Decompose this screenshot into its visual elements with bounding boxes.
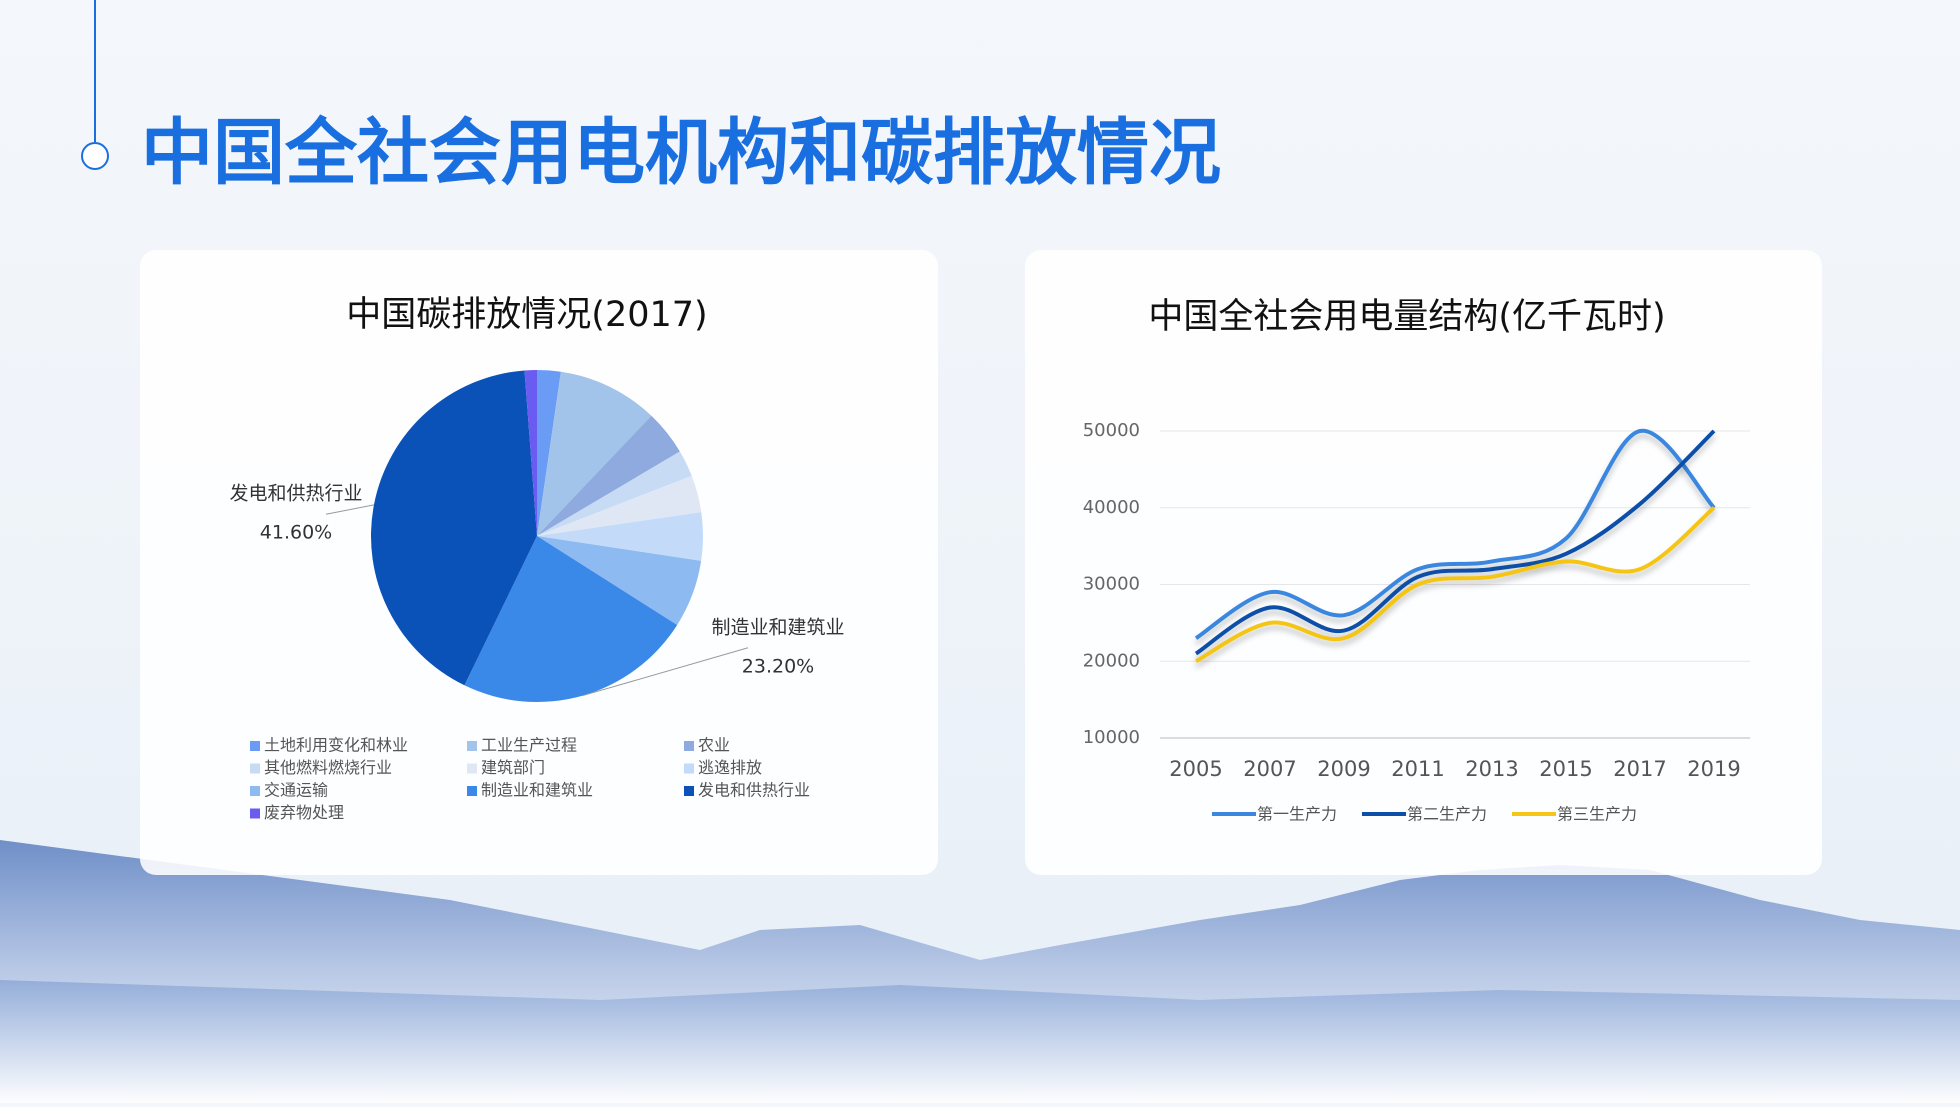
legend-label: 第一生产力 xyxy=(1257,805,1337,824)
pie-slice xyxy=(537,512,703,561)
x-tick-label: 2009 xyxy=(1317,757,1370,781)
legend-swatch xyxy=(467,741,477,751)
y-tick-label: 10000 xyxy=(1083,727,1140,748)
legend-label: 第二生产力 xyxy=(1407,805,1487,824)
legend-label: 农业 xyxy=(698,736,730,755)
y-tick-label: 40000 xyxy=(1083,497,1140,518)
y-tick-label: 20000 xyxy=(1083,650,1140,671)
legend-label: 工业生产过程 xyxy=(481,736,577,755)
line-series xyxy=(1194,429,1716,656)
pie-slice xyxy=(537,536,702,625)
legend-label: 废弃物处理 xyxy=(264,803,344,822)
legend-swatch xyxy=(250,808,260,819)
legend-swatch xyxy=(467,763,477,774)
pie-slice xyxy=(537,370,561,536)
mountain xyxy=(0,980,1960,1103)
slice-label: 制造业和建筑业 xyxy=(711,616,844,638)
leader-line xyxy=(325,504,375,515)
y-tick-label: 50000 xyxy=(1083,420,1140,441)
legend-swatch xyxy=(250,786,260,796)
legend-swatch xyxy=(684,786,694,796)
card xyxy=(1025,250,1822,875)
legend-label: 制造业和建筑业 xyxy=(481,781,593,800)
slice-label: 发电和供热行业 xyxy=(229,483,362,505)
pie-slice xyxy=(371,370,537,686)
x-tick-label: 2013 xyxy=(1465,757,1518,781)
legend-label: 发电和供热行业 xyxy=(698,781,810,800)
legend-label: 其他燃料燃烧行业 xyxy=(264,758,392,777)
legend-label: 土地利用变化和林业 xyxy=(264,736,408,755)
line-series xyxy=(1195,506,1716,664)
x-tick-label: 2017 xyxy=(1613,757,1666,781)
leader-line xyxy=(582,647,749,697)
slice-value-label: 41.60% xyxy=(260,522,332,544)
x-tick-label: 2015 xyxy=(1539,757,1592,781)
pie-slice xyxy=(537,475,702,536)
legend-label: 逃逸排放 xyxy=(698,758,762,777)
slice-value-label: 23.20% xyxy=(742,655,814,677)
line-series xyxy=(1194,428,1716,640)
legend-label: 交通运输 xyxy=(264,781,328,800)
slide-title: 中国全社会用电机构和碳排放情况 xyxy=(141,111,1221,195)
legend-label: 第三生产力 xyxy=(1557,805,1637,824)
legend-swatch xyxy=(684,763,694,774)
legend-swatch xyxy=(250,741,260,751)
pie-slice xyxy=(537,415,680,536)
chart-title: 中国全社会用电量结构(亿千瓦时) xyxy=(1148,297,1665,337)
legend-swatch xyxy=(467,786,477,796)
pie-slice xyxy=(537,371,652,536)
y-tick-label: 30000 xyxy=(1083,574,1140,595)
pie-slice xyxy=(537,451,692,536)
x-tick-label: 2011 xyxy=(1391,757,1444,781)
x-tick-label: 2019 xyxy=(1687,757,1740,781)
x-tick-label: 2005 xyxy=(1169,757,1222,781)
pie-slice xyxy=(464,536,678,702)
chart-title: 中国碳排放情况(2017) xyxy=(346,295,707,335)
decor-circle xyxy=(81,142,109,170)
pie-slice xyxy=(524,370,537,536)
legend-swatch xyxy=(684,741,694,751)
x-tick-label: 2007 xyxy=(1243,757,1296,781)
legend-label: 建筑部门 xyxy=(481,758,545,777)
legend-swatch xyxy=(250,763,260,774)
